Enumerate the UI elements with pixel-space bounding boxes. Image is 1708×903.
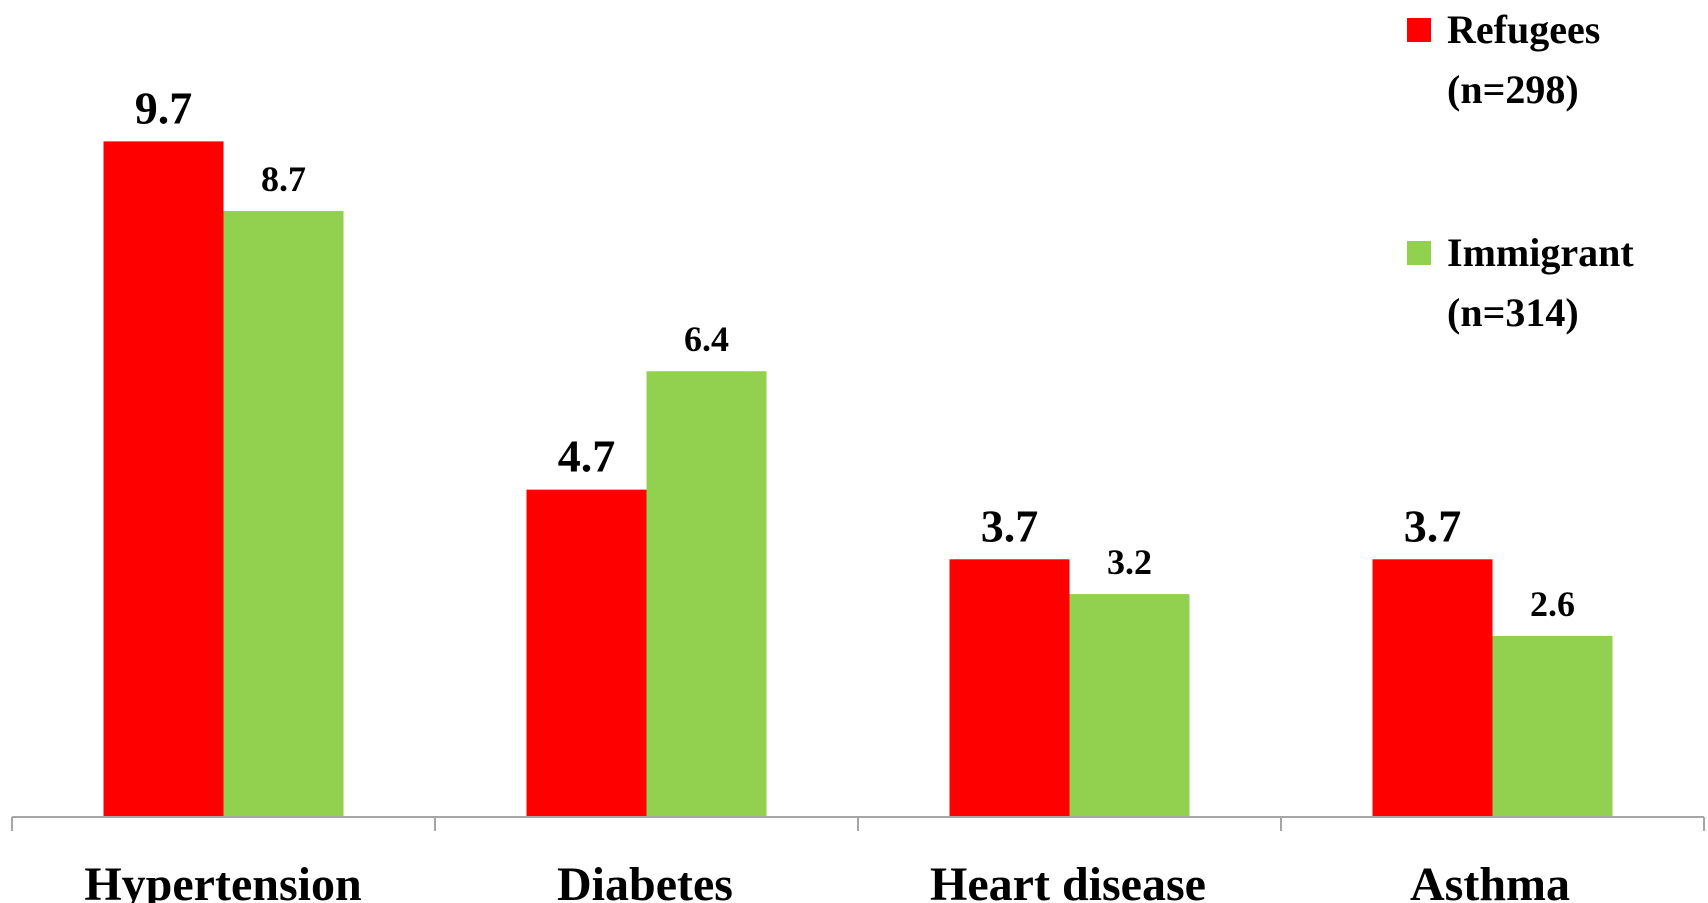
value-labels-layer: 9.7 8.7 4.7 6.4 3.7 3.2 3.7 2.6 xyxy=(135,82,1575,624)
category-label-heart-disease: Heart disease xyxy=(930,858,1206,903)
bar-immigrant-asthma xyxy=(1492,635,1613,817)
legend-label-immigrant-line2: (n=314) xyxy=(1447,290,1579,335)
bar-immigrant-hypertension xyxy=(223,211,344,818)
category-label-diabetes: Diabetes xyxy=(557,858,733,903)
legend-label-refugees-line2: (n=298) xyxy=(1447,67,1579,112)
value-label-refugees-diabetes: 4.7 xyxy=(558,431,616,482)
value-label-immigrant-heart-disease: 3.2 xyxy=(1107,542,1152,582)
category-label-hypertension: Hypertension xyxy=(84,858,361,903)
value-label-refugees-heart-disease: 3.7 xyxy=(981,500,1039,551)
legend-swatch-refugees xyxy=(1407,18,1431,42)
value-label-refugees-asthma: 3.7 xyxy=(1404,500,1462,551)
bar-refugees-diabetes xyxy=(526,489,647,817)
legend-item-immigrant: Immigrant (n=314) xyxy=(1407,230,1634,335)
x-axis-ticks xyxy=(11,817,1705,831)
bar-refugees-hypertension xyxy=(103,141,224,818)
legend-label-refugees-line1: Refugees xyxy=(1447,7,1600,52)
legend-item-refugees: Refugees (n=298) xyxy=(1407,7,1600,112)
value-label-immigrant-diabetes: 6.4 xyxy=(684,319,729,359)
bars-layer xyxy=(103,141,1613,818)
value-label-refugees-hypertension: 9.7 xyxy=(135,82,193,133)
bar-immigrant-heart-disease xyxy=(1069,594,1190,817)
bar-refugees-asthma xyxy=(1372,559,1493,817)
category-labels: Hypertension Diabetes Heart disease Asth… xyxy=(84,858,1570,903)
legend-label-immigrant-line1: Immigrant xyxy=(1447,230,1634,275)
legend: Refugees (n=298) Immigrant (n=314) xyxy=(1407,7,1634,335)
value-label-immigrant-asthma: 2.6 xyxy=(1530,584,1575,624)
bar-immigrant-diabetes xyxy=(646,371,767,817)
category-label-asthma: Asthma xyxy=(1410,858,1570,903)
value-label-immigrant-hypertension: 8.7 xyxy=(261,159,306,199)
bar-refugees-heart-disease xyxy=(949,559,1070,817)
legend-swatch-immigrant xyxy=(1407,241,1431,265)
